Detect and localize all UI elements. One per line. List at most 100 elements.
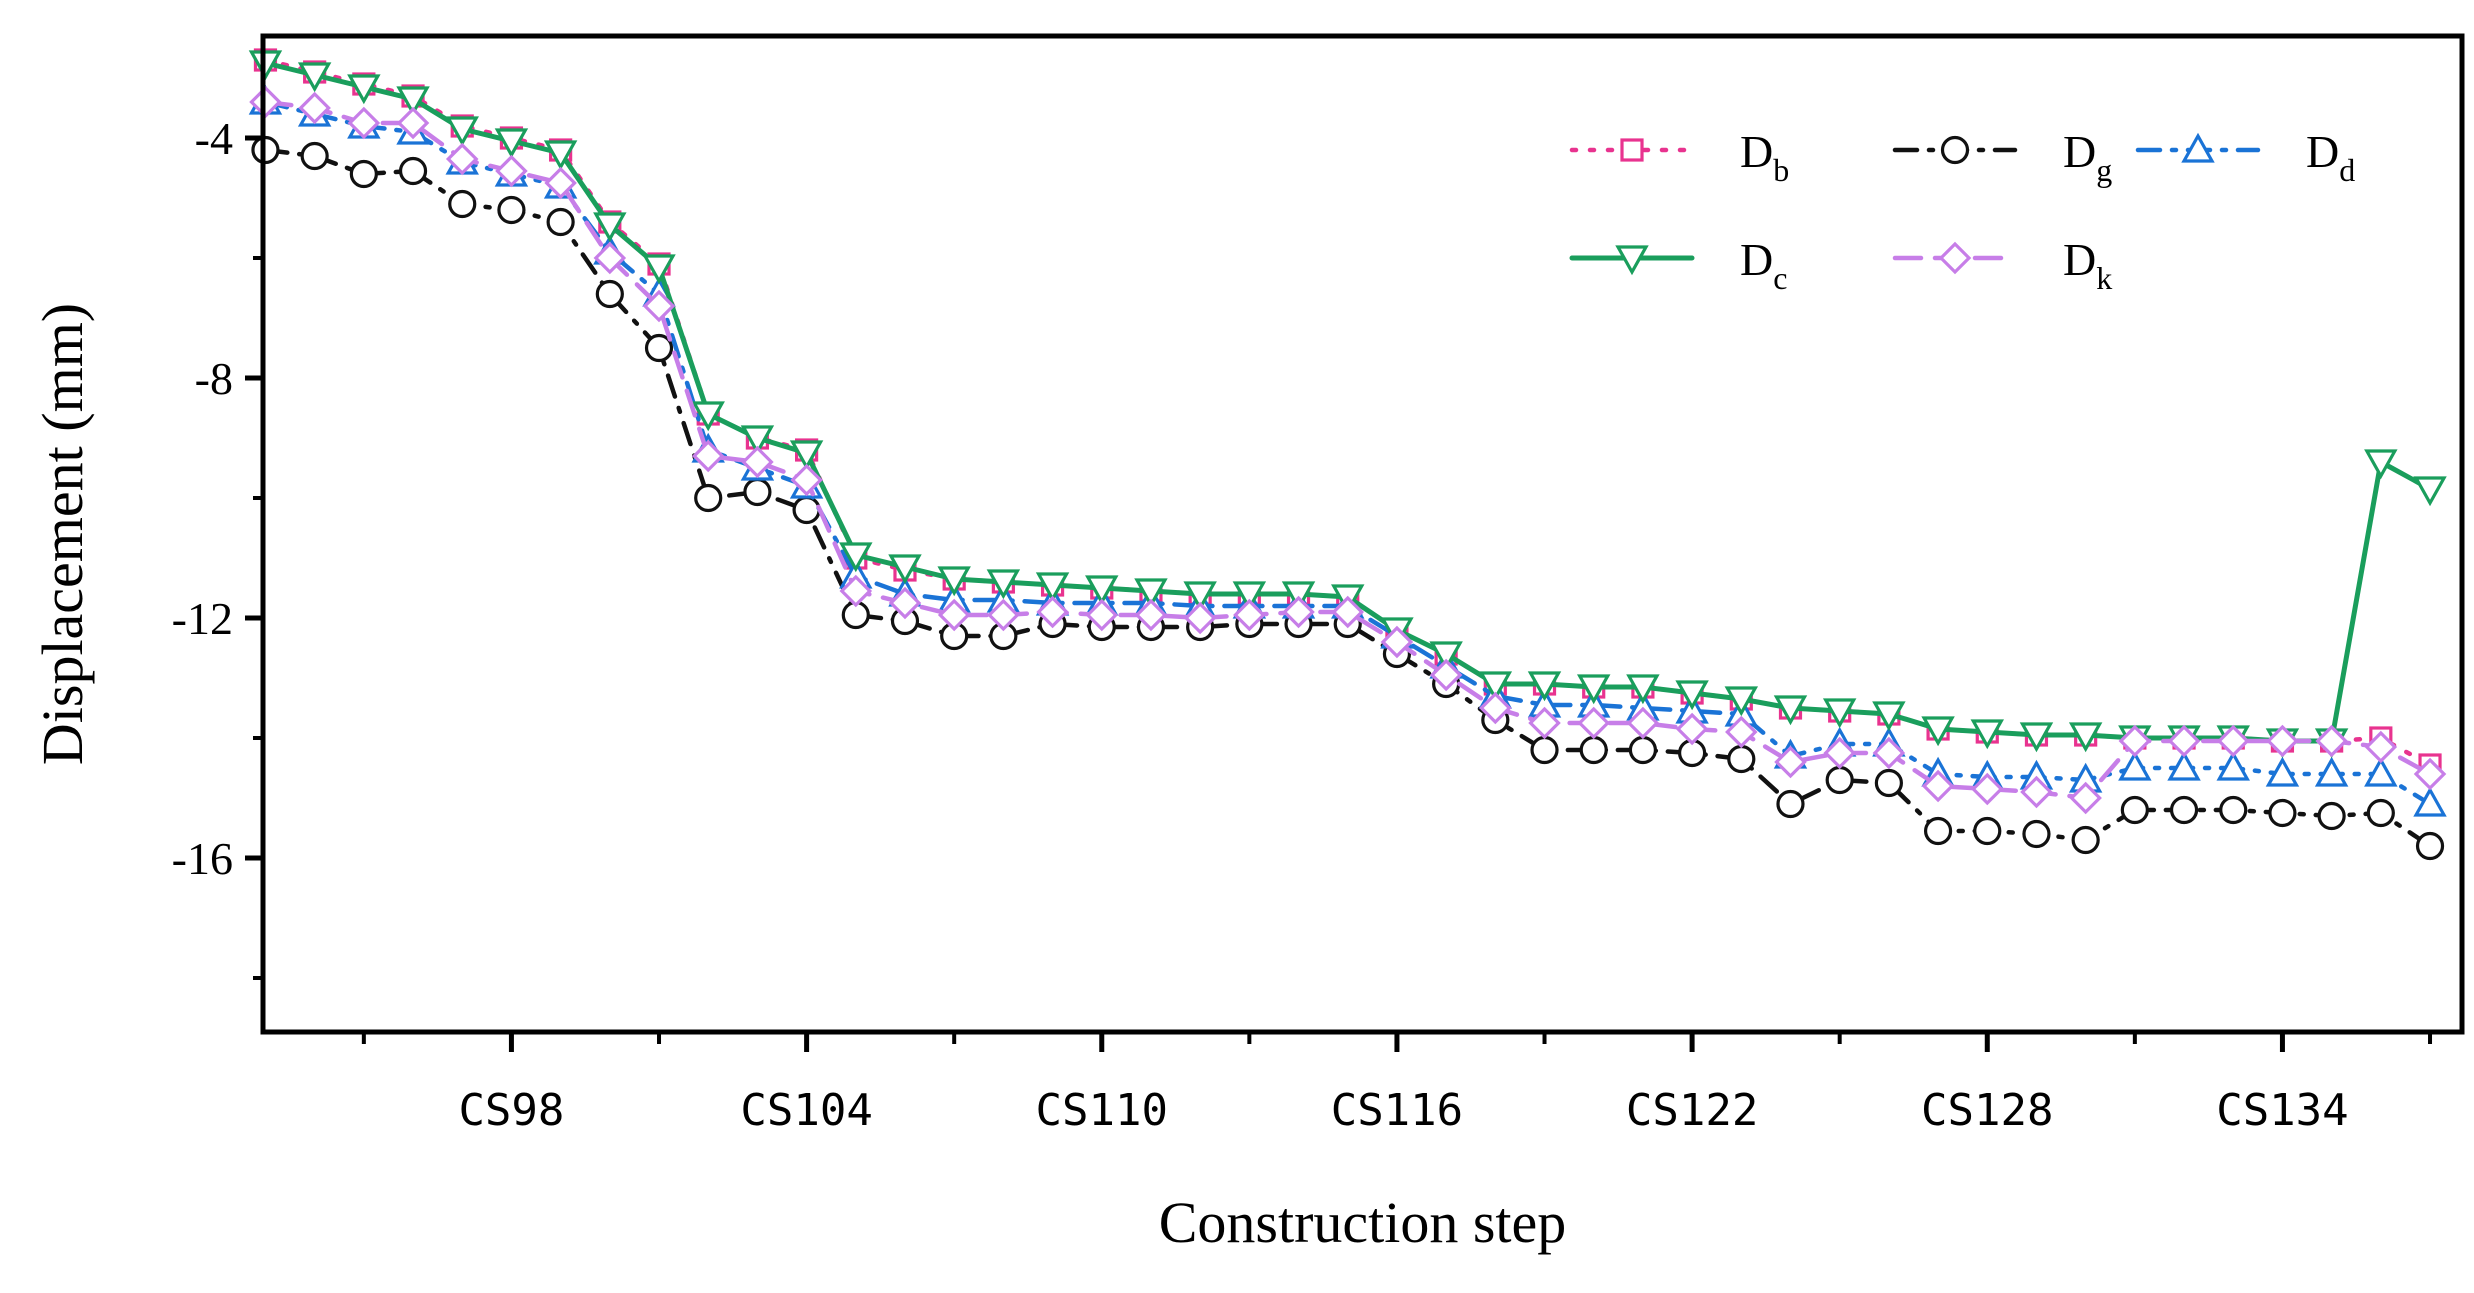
data-point	[1134, 578, 1168, 609]
data-point	[1577, 706, 1610, 740]
data-point	[2315, 724, 2348, 758]
data-point	[740, 425, 775, 456]
x-tick-label: CS104	[740, 1085, 872, 1136]
data-point	[1823, 736, 1856, 770]
data-point	[1478, 671, 1513, 702]
data-point	[1085, 598, 1119, 632]
data-point	[1923, 816, 1953, 846]
data-point	[789, 440, 824, 471]
data-point	[1479, 691, 1512, 725]
data-point	[2219, 795, 2248, 825]
legend-label: Dk	[2063, 234, 2112, 296]
data-point	[792, 495, 821, 525]
series-d-g	[251, 135, 2445, 861]
data-point	[298, 91, 331, 125]
data-point	[1727, 744, 1756, 774]
data-point	[398, 156, 428, 186]
series-d-c	[248, 50, 2447, 759]
data-point	[888, 554, 922, 585]
data-point	[1872, 701, 1906, 732]
series-line	[263, 99, 2433, 801]
data-point	[691, 401, 725, 432]
data-point	[595, 279, 624, 309]
legend-swatch-marker	[1938, 241, 1972, 275]
data-point	[494, 128, 529, 159]
data-point	[937, 598, 971, 632]
data-point	[445, 116, 479, 147]
data-point	[1232, 581, 1267, 612]
legend-item-d-k: Dk	[1892, 234, 2112, 296]
series-d-b	[253, 48, 2442, 777]
data-point	[1527, 671, 1562, 702]
legend-item-d-g: Dg	[1892, 126, 2112, 188]
data-point	[839, 574, 873, 608]
y-axis-title: Displacement (mm)	[30, 303, 95, 765]
data-point	[2071, 825, 2100, 855]
data-point	[2022, 819, 2051, 849]
data-point	[1774, 745, 1807, 779]
legend-label: Dg	[2063, 126, 2112, 188]
x-axis-title: Construction step	[1159, 1190, 1567, 1255]
data-point	[2415, 831, 2445, 861]
data-point	[297, 62, 332, 93]
legend-swatch-marker	[2181, 132, 2215, 163]
legend-swatch-marker	[1615, 245, 1649, 276]
data-point	[495, 154, 528, 188]
data-point	[937, 566, 971, 597]
data-point	[1576, 674, 1611, 705]
data-point	[396, 86, 430, 117]
legend-label: Db	[1740, 126, 1789, 188]
data-point	[1035, 572, 1070, 603]
legend-swatch-marker	[1940, 135, 1970, 165]
data-point	[1134, 598, 1168, 632]
data-point	[2167, 750, 2201, 781]
series-line	[263, 99, 2433, 807]
data-point	[2019, 722, 2054, 753]
data-point	[2266, 724, 2299, 758]
data-point	[593, 212, 627, 243]
data-point	[2020, 775, 2053, 809]
data-point	[1183, 601, 1217, 635]
data-point	[1822, 698, 1857, 729]
data-point	[694, 483, 723, 513]
legend: Db Dg Dd Dc Dk	[1569, 126, 2355, 296]
x-tick-label: CS134	[2216, 1085, 2348, 1136]
data-point	[642, 289, 676, 323]
data-point	[546, 207, 575, 237]
data-point	[691, 439, 725, 473]
x-tick-label: CS116	[1331, 1085, 1463, 1136]
data-point	[349, 159, 378, 189]
x-tick-label: CS98	[458, 1085, 564, 1136]
data-point	[2118, 750, 2152, 781]
data-point	[1675, 712, 1709, 746]
plot-frame	[260, 33, 2465, 1035]
y-tick-label: -12	[172, 593, 233, 644]
data-point	[1973, 816, 2002, 846]
data-point	[2069, 781, 2102, 815]
data-point	[1725, 715, 1758, 749]
data-point	[2265, 756, 2300, 787]
data-point	[1970, 719, 2005, 750]
series-d-d	[248, 84, 2447, 817]
data-point	[445, 142, 479, 176]
data-point	[1776, 789, 1805, 819]
data-point	[1429, 658, 1463, 692]
data-point	[987, 598, 1020, 632]
data-point	[1628, 735, 1658, 765]
legend-swatch-marker	[1620, 138, 1644, 162]
data-point	[544, 166, 577, 200]
data-point	[2118, 724, 2152, 758]
data-point	[888, 586, 922, 620]
data-point	[1183, 581, 1217, 612]
data-point	[743, 477, 772, 507]
data-point	[790, 463, 823, 497]
data-point	[448, 189, 477, 219]
data-point	[2167, 724, 2201, 758]
legend-item-d-d: Dd	[2135, 126, 2355, 188]
data-point	[1626, 674, 1660, 705]
data-point	[543, 140, 578, 171]
data-point	[2366, 798, 2395, 828]
data-point	[1825, 765, 1854, 795]
legend-label: Dc	[1740, 234, 1787, 296]
